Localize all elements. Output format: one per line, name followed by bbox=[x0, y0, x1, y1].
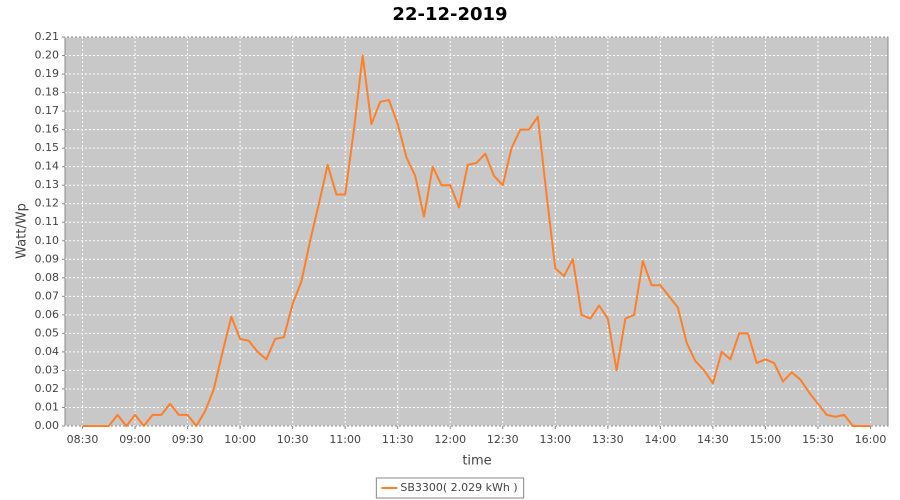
y-tick-label: 0.03 bbox=[35, 363, 60, 376]
y-tick-label: 0.21 bbox=[35, 30, 60, 43]
y-tick-label: 0.15 bbox=[35, 141, 60, 154]
y-tick-label: 0.18 bbox=[35, 86, 60, 99]
x-tick-label: 11:30 bbox=[382, 433, 414, 446]
y-tick-label: 0.02 bbox=[35, 382, 60, 395]
y-tick-label: 0.19 bbox=[35, 67, 60, 80]
x-tick-label: 12:00 bbox=[434, 433, 466, 446]
y-tick-label: 0.07 bbox=[35, 289, 60, 302]
y-tick-label: 0.06 bbox=[35, 308, 60, 321]
x-tick-label: 12:30 bbox=[487, 433, 519, 446]
x-tick-label: 10:00 bbox=[224, 433, 256, 446]
x-tick-label: 14:00 bbox=[645, 433, 677, 446]
y-tick-label: 0.08 bbox=[35, 271, 60, 284]
y-tick-label: 0.16 bbox=[35, 123, 60, 136]
x-tick-label: 08:30 bbox=[67, 433, 99, 446]
y-tick-label: 0.01 bbox=[35, 400, 60, 413]
y-tick-label: 0.20 bbox=[35, 49, 60, 62]
y-tick-label: 0.10 bbox=[35, 234, 60, 247]
legend-box bbox=[375, 477, 525, 499]
x-tick-label: 11:00 bbox=[329, 433, 361, 446]
legend-label: SB3300( 2.029 kWh ) bbox=[400, 481, 517, 494]
y-tick-label: 0.09 bbox=[35, 252, 60, 265]
y-tick-label: 0.00 bbox=[35, 419, 60, 432]
x-tick-label: 13:00 bbox=[539, 433, 571, 446]
x-tick-label: 15:00 bbox=[750, 433, 782, 446]
y-axis-label: Watt/Wp bbox=[15, 203, 30, 259]
plot-area bbox=[64, 36, 889, 427]
x-tick-label: 13:30 bbox=[592, 433, 624, 446]
y-tick-label: 0.17 bbox=[35, 104, 60, 117]
x-tick-label: 15:30 bbox=[802, 433, 834, 446]
x-tick-label: 16:00 bbox=[855, 433, 887, 446]
x-tick-label: 09:30 bbox=[172, 433, 204, 446]
y-tick-label: 0.12 bbox=[35, 197, 60, 210]
x-tick-label: 10:30 bbox=[277, 433, 309, 446]
chart-title: 22-12-2019 bbox=[392, 4, 507, 25]
x-axis-label: time bbox=[462, 454, 491, 469]
y-tick-label: 0.05 bbox=[35, 326, 60, 339]
x-tick-label: 09:00 bbox=[119, 433, 151, 446]
y-tick-label: 0.04 bbox=[35, 345, 60, 358]
y-tick-label: 0.14 bbox=[35, 160, 60, 173]
legend: SB3300( 2.029 kWh ) bbox=[375, 477, 525, 499]
series-line bbox=[82, 54, 871, 427]
y-tick-label: 0.11 bbox=[35, 215, 60, 228]
x-tick-label: 14:30 bbox=[697, 433, 729, 446]
y-tick-label: 0.13 bbox=[35, 178, 60, 191]
